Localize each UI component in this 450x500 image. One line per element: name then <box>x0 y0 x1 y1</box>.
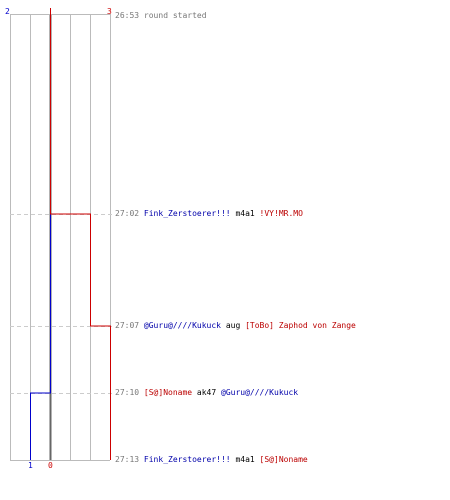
event-time: 27:10 <box>115 388 140 397</box>
event-time: 27:02 <box>115 209 140 218</box>
event-row: 27:02 Fink_Zerstoerer!!! m4a1 !VY!MR.MO <box>115 209 303 219</box>
red-end-count: 0 <box>48 461 53 470</box>
victim-name: [S@]Noname <box>259 455 308 464</box>
event-row: 27:13 Fink_Zerstoerer!!! m4a1 [S@]Noname <box>115 455 308 465</box>
killer-name: Fink_Zerstoerer!!! <box>143 209 231 218</box>
event-time: 27:13 <box>115 455 140 464</box>
weapon-name: ak47 <box>196 388 217 397</box>
weapon-name: aug <box>225 321 241 330</box>
killer-name: [S@]Noname <box>143 388 193 397</box>
blue-start-count: 2 <box>5 7 10 16</box>
weapon-name: m4a1 <box>235 455 255 464</box>
blue-end-count: 1 <box>28 461 33 470</box>
victim-name: !VY!MR.MO <box>259 209 303 218</box>
round-started-note: round started <box>143 11 207 20</box>
victim-name: [ToBo] Zaphod von Zange <box>245 321 356 330</box>
event-time: 27:07 <box>115 321 140 330</box>
red-start-count: 3 <box>107 7 112 16</box>
event-row: 27:07 @Guru@////Kukuck aug [ToBo] Zaphod… <box>115 321 356 331</box>
weapon-name: m4a1 <box>235 209 255 218</box>
event-time: 26:53 <box>115 11 140 20</box>
blue-team-step-line <box>30 8 51 460</box>
victim-name: @Guru@////Kukuck <box>221 388 299 397</box>
killer-name: @Guru@////Kukuck <box>143 321 221 330</box>
event-round-start: 26:53 round started <box>115 11 207 21</box>
event-row: 27:10 [S@]Noname ak47 @Guru@////Kukuck <box>115 388 298 398</box>
killer-name: Fink_Zerstoerer!!! <box>143 455 231 464</box>
red-team-step-line <box>50 8 111 460</box>
